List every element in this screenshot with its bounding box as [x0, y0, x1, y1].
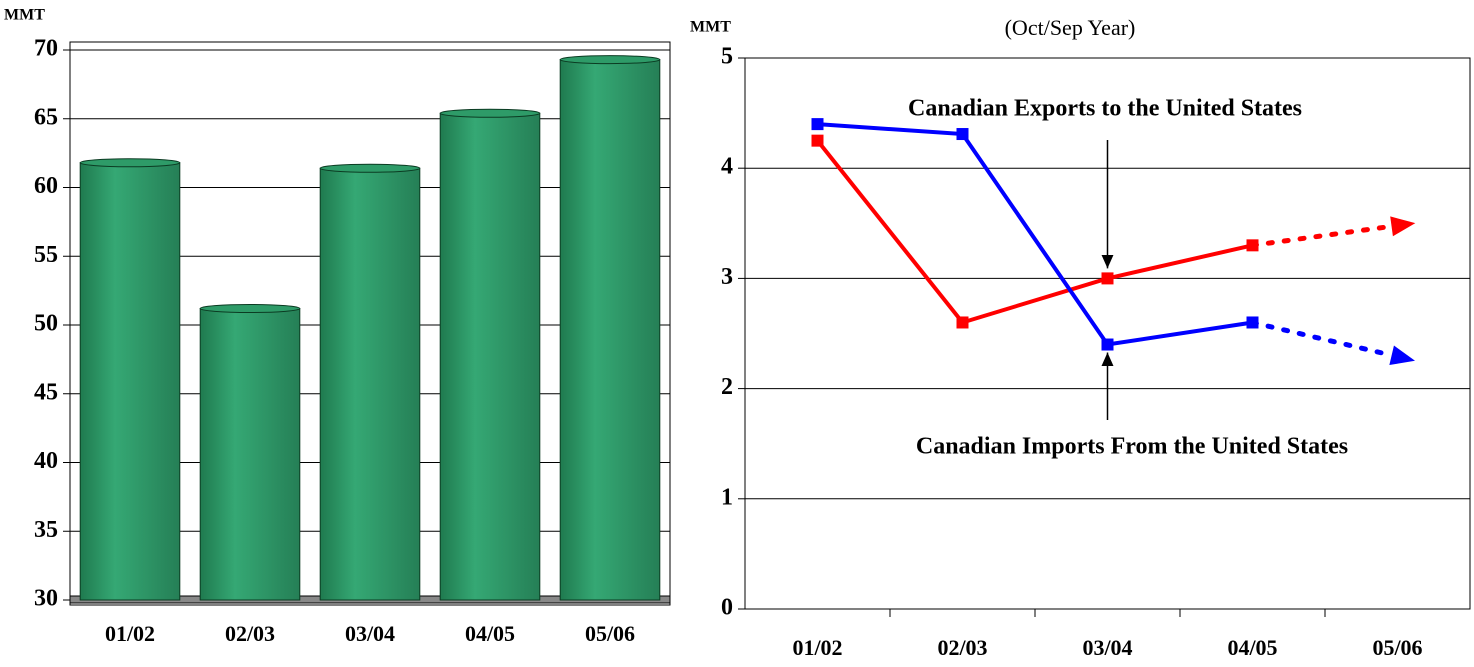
point — [1101, 338, 1114, 351]
y-tick-label: 50 — [34, 311, 58, 337]
y-tick-label: 3 — [721, 264, 733, 290]
x-tick-label: 03/04 — [345, 621, 395, 646]
y-tick-label: 40 — [34, 448, 58, 474]
projection-arrow — [1390, 216, 1416, 237]
point — [956, 128, 969, 141]
bar-cap — [559, 55, 661, 65]
bar-cap — [79, 158, 181, 168]
projection-line — [1250, 319, 1390, 357]
bar — [439, 112, 541, 601]
projection-line — [1250, 224, 1390, 248]
bar-cap — [439, 108, 541, 118]
y-tick-label: 30 — [34, 586, 58, 612]
y-axis-label: MMT — [4, 7, 45, 24]
x-tick-label: 04/05 — [1227, 635, 1277, 660]
projection-arrow — [1389, 345, 1416, 365]
x-tick-label: 01/02 — [792, 635, 842, 660]
y-tick-label: 70 — [34, 36, 58, 62]
series-line — [815, 139, 1253, 325]
x-tick-label: 03/04 — [1082, 635, 1132, 660]
bar-cap — [319, 163, 421, 173]
point — [811, 134, 824, 147]
annotation: Canadian Imports From the United States — [916, 434, 1348, 460]
y-tick-label: 5 — [721, 44, 733, 70]
subtitle: (Oct/Sep Year) — [1005, 15, 1136, 40]
point — [1101, 272, 1114, 285]
y-tick-label: 2 — [721, 374, 733, 400]
y-tick-label: 60 — [34, 173, 58, 199]
x-tick-label: 05/06 — [1372, 635, 1422, 660]
x-tick-label: 04/05 — [465, 621, 515, 646]
y-axis-label: MMT — [690, 19, 731, 36]
x-tick-label: 02/03 — [225, 621, 275, 646]
series-line — [817, 122, 1253, 347]
point — [956, 316, 969, 329]
bar — [319, 167, 421, 601]
x-tick-label: 01/02 — [105, 621, 155, 646]
annotation: Canadian Exports to the United States — [908, 96, 1302, 122]
x-tick-label: 05/06 — [585, 621, 635, 646]
y-tick-label: 45 — [34, 379, 58, 405]
y-tick-label: 55 — [34, 242, 58, 268]
y-tick-label: 4 — [721, 154, 733, 180]
bar — [199, 308, 301, 601]
y-tick-label: 35 — [34, 517, 58, 543]
x-tick-label: 02/03 — [937, 635, 987, 660]
y-tick-label: 1 — [721, 484, 733, 510]
point — [811, 118, 824, 131]
bar — [79, 162, 181, 601]
y-tick-label: 65 — [34, 104, 58, 130]
bar — [559, 59, 661, 601]
y-tick-label: 0 — [721, 595, 733, 621]
plot-frame — [69, 41, 671, 606]
bar-cap — [199, 304, 301, 313]
